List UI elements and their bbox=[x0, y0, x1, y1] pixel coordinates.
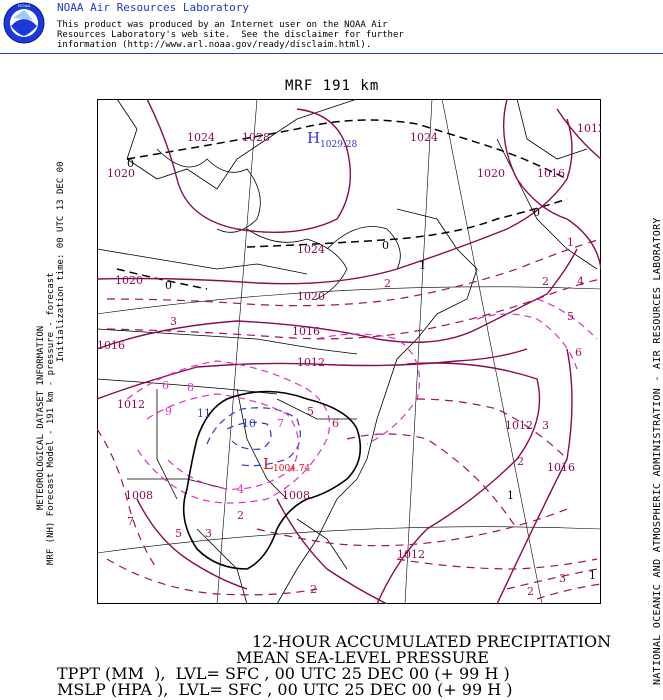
left-info-line-2: MRF (NH) Forecast Model - 191 km - press… bbox=[46, 272, 56, 565]
precip-label: 2 bbox=[384, 277, 391, 290]
precip-label: 6 bbox=[575, 346, 582, 359]
high-center-value: 1029.28 bbox=[320, 140, 357, 150]
isobar-label: 1020 bbox=[107, 167, 135, 180]
precip-labels: 0 0 0 1 2 4 5 6 1 2 3 3 6 8 9 11 10 7 5 … bbox=[127, 157, 596, 598]
org-title: NOAA Air Resources Laboratory bbox=[57, 1, 250, 14]
isobar-label: 1020 bbox=[477, 167, 505, 180]
precip-label: 1 bbox=[507, 489, 514, 502]
left-info-line-3: Initialization time: 00 UTC 13 DEC 00 bbox=[56, 161, 66, 362]
precip-label: 3 bbox=[559, 572, 566, 585]
precip-label: 0 bbox=[382, 239, 389, 252]
precip-contours-medium bbox=[126, 298, 598, 504]
precip-label: 10 bbox=[242, 417, 256, 430]
precip-label: 5 bbox=[307, 405, 314, 418]
isobar-label: 1008 bbox=[125, 489, 153, 502]
precip-label: 7 bbox=[277, 417, 284, 430]
noaa-logo: NOAA bbox=[3, 2, 45, 44]
isobar-label: 1016 bbox=[547, 461, 575, 474]
map-frame bbox=[97, 99, 601, 604]
low-center-value: 1004.74 bbox=[273, 464, 310, 474]
low-center-label: L bbox=[263, 455, 273, 473]
isobar-label: 1024 bbox=[297, 243, 325, 256]
graticule bbox=[96, 98, 602, 605]
disclaimer-line-1: This product was produced by an Internet… bbox=[57, 20, 388, 30]
precip-label: 2 bbox=[517, 455, 524, 468]
header-divider bbox=[0, 53, 663, 54]
footer-line-4: MSLP (HPA ), LVL= SFC , 00 UTC 25 DEC 00… bbox=[57, 680, 513, 699]
right-agency-text: NATIONAL OCEANIC AND ATMOSPHERIC ADMINIS… bbox=[652, 217, 663, 685]
isobar-label: 1028 bbox=[242, 131, 270, 144]
precip-label: 6 bbox=[162, 379, 169, 392]
footer-line-3: TPPT (MM ), LVL= SFC , 00 UTC 25 DEC 00 … bbox=[57, 664, 510, 683]
precip-label: 1 bbox=[419, 259, 426, 272]
model-label: MRF 191 km bbox=[285, 78, 380, 94]
precip-label: 3 bbox=[170, 315, 177, 328]
weather-map: H 1029.28 L 1004.74 1024 1028 1024 1012 … bbox=[96, 98, 605, 605]
high-center-label: H bbox=[307, 129, 320, 147]
precip-label: 9 bbox=[165, 405, 172, 418]
precip-label: 2 bbox=[237, 509, 244, 522]
isobar-label: 1012 bbox=[117, 398, 145, 411]
logo-lettering: NOAA bbox=[18, 3, 31, 8]
map-canvas: H 1029.28 L 1004.74 1024 1028 1024 1012 … bbox=[96, 98, 605, 605]
isobar-label: 1020 bbox=[115, 274, 143, 287]
precip-label: 4 bbox=[237, 483, 244, 496]
isobar-label: 1008 bbox=[282, 489, 310, 502]
precip-label: 0 bbox=[127, 157, 134, 170]
isobar-label: 1016 bbox=[537, 167, 565, 180]
footer-title-2: MEAN SEA-LEVEL PRESSURE bbox=[236, 648, 489, 667]
isobars bbox=[96, 98, 602, 605]
precip-contours-light bbox=[96, 238, 602, 600]
precip-label: 3 bbox=[542, 419, 549, 432]
isobar-label: 1012 bbox=[297, 356, 325, 369]
precip-label: 2 bbox=[527, 585, 534, 598]
precip-label: 8 bbox=[187, 381, 194, 394]
precip-label: 1 bbox=[589, 569, 596, 582]
precip-label: 2 bbox=[310, 583, 317, 596]
precip-label: 11 bbox=[197, 407, 211, 420]
footer-title-1: 12-HOUR ACCUMULATED PRECIPITATION bbox=[252, 632, 612, 651]
storm-outline bbox=[182, 390, 362, 570]
isobar-label: 1012 bbox=[397, 548, 425, 561]
isobar-labels: 1024 1028 1024 1012 1020 1016 1020 1024 … bbox=[97, 122, 605, 561]
precip-label: 0 bbox=[533, 206, 540, 219]
precip-label: 4 bbox=[577, 275, 584, 288]
isobar-label: 1012 bbox=[505, 419, 533, 432]
precip-label: 1 bbox=[567, 236, 574, 249]
disclaimer-line-2: Resources Laboratory's web site. See the… bbox=[57, 30, 404, 40]
isobar-label: 1016 bbox=[97, 339, 125, 352]
precip-label: 5 bbox=[175, 527, 182, 540]
isobar-label: 1024 bbox=[410, 131, 438, 144]
precip-label: 5 bbox=[567, 310, 574, 323]
precip-label: 6 bbox=[332, 417, 339, 430]
precip-label: 3 bbox=[205, 527, 212, 540]
isobar-label: 1024 bbox=[187, 131, 215, 144]
disclaimer-line-3: information (http://www.arl.noaa.gov/rea… bbox=[57, 40, 372, 50]
isobar-label: 1012 bbox=[577, 122, 601, 135]
precip-label: 7 bbox=[127, 515, 134, 528]
left-info-line-1: METEOROLOGICAL DATASET INFORMATION bbox=[36, 325, 46, 510]
precip-contours-heavy bbox=[206, 407, 301, 467]
precip-label: 2 bbox=[542, 275, 549, 288]
isobar-label: 1020 bbox=[297, 290, 325, 303]
precip-label: 0 bbox=[165, 279, 172, 292]
isobar-label: 1016 bbox=[292, 325, 320, 338]
